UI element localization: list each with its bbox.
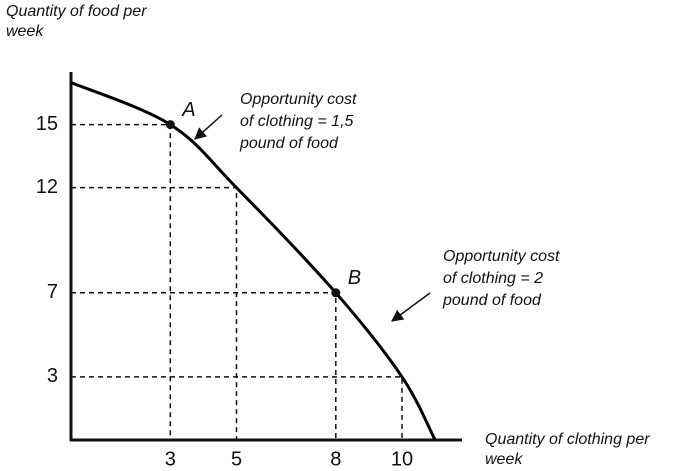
x-tick-label: 8 [330,448,341,470]
arrow [391,292,431,322]
x-axis-label: Quantity of clothing per [485,431,650,448]
annotation: of clothing = 1,5 [240,113,354,130]
point-label: B [348,267,361,289]
annotation: pound of food [442,292,542,309]
guide-line [71,186,238,440]
point [165,120,175,130]
annotation: Opportunity cost [443,248,560,265]
annotation: pound of food [239,135,339,152]
y-tick-label: 15 [36,113,58,135]
y-tick-label: 12 [36,176,58,198]
x-tick-label: 3 [165,448,176,470]
x-axis-label: week [485,451,523,468]
y-axis-label: Quantity of food per [6,3,147,20]
guide-line [71,292,337,440]
ppf-curve [70,81,437,441]
y-axis-label: week [6,23,44,40]
x-tick-label: 5 [231,448,242,470]
point [331,288,341,298]
guide-line [71,123,172,440]
y-tick-label: 3 [47,365,58,387]
arrow [194,114,223,140]
guide-line [71,376,403,440]
annotation: Opportunity cost [240,91,357,108]
y-tick-label: 7 [47,281,58,303]
annotation: of clothing = 2 [443,270,543,287]
x-tick-label: 10 [391,448,413,470]
point-label: A [181,99,195,121]
